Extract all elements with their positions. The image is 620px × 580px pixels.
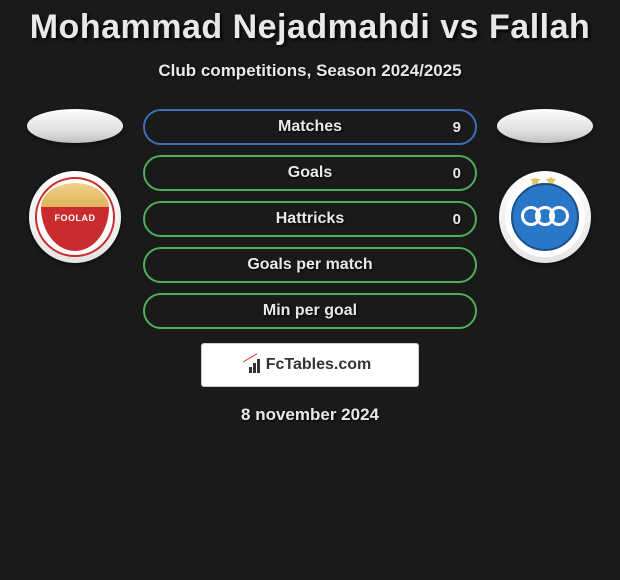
left-club-badge: FOOLAD [29,171,121,263]
right-club-badge: ★★ [499,171,591,263]
right-player-avatar-placeholder [497,109,593,143]
stat-right-value: 0 [453,165,461,182]
stat-pill: Matches 9 [143,109,477,145]
date-label: 8 november 2024 [0,405,620,425]
stat-label: Goals per match [247,256,372,274]
stat-right-value: 0 [453,211,461,228]
stat-pill: Goals 0 [143,155,477,191]
subtitle: Club competitions, Season 2024/2025 [0,61,620,81]
stat-label: Matches [278,118,342,136]
left-player-avatar-placeholder [27,109,123,143]
foolad-logo-text: FOOLAD [37,213,113,223]
right-player-column: ★★ [495,109,595,263]
page-title: Mohammad Nejadmahdi vs Fallah [0,0,620,47]
esteghlal-logo: ★★ [505,177,585,257]
brand-widget[interactable]: FcTables.com [201,343,419,387]
brand-text: FcTables.com [266,356,372,374]
chart-icon [249,357,260,373]
stat-label: Hattricks [276,210,344,228]
stat-pill: Min per goal [143,293,477,329]
stats-column: Matches 9 Goals 0 Hattricks 0 Goals per match M… [143,109,477,329]
stat-right-value: 9 [453,119,461,136]
stat-label: Min per goal [263,302,357,320]
left-player-column: FOOLAD [25,109,125,263]
stat-pill: Hattricks 0 [143,201,477,237]
comparison-row: FOOLAD Matches 9 Goals 0 Hattricks 0 Goals per… [0,109,620,329]
foolad-logo: FOOLAD [35,177,115,257]
stat-pill: Goals per match [143,247,477,283]
stat-label: Goals [288,164,332,182]
